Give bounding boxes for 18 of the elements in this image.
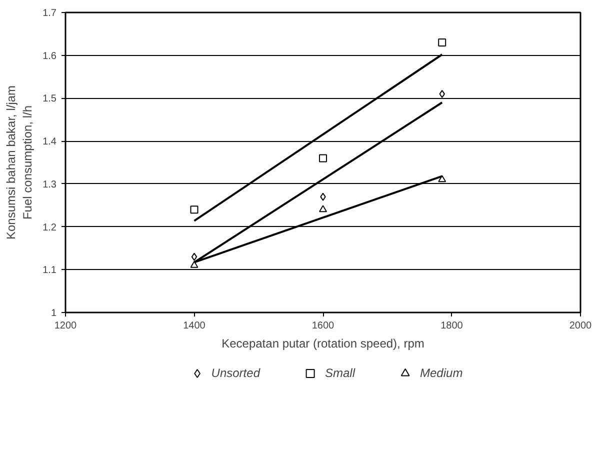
y-tick-label: 1.7 [42, 8, 57, 19]
y-tick-label: 1 [50, 308, 57, 319]
x-tick-label: 2000 [569, 320, 592, 332]
y-tick-label: 1.1 [42, 265, 57, 276]
y-tick-label: 1.3 [42, 179, 57, 190]
y-tick-label: 1.6 [42, 50, 57, 62]
x-tick-label: 1200 [54, 320, 78, 332]
x-axis-title: Kecepatan putar (rotation speed), rpm [222, 336, 424, 350]
y-tick-label: 1.2 [42, 222, 57, 234]
x-tick-label: 1600 [312, 320, 335, 332]
y-tick-label: 1.4 [42, 136, 57, 148]
legend-label: Unsorted [211, 366, 260, 380]
legend-label: Small [325, 366, 356, 380]
y-axis-title: Konsumsi bahan bakar, l/jam Fuel consumption, l/h [4, 85, 35, 240]
legend-label: Medium [420, 366, 463, 380]
y-tick-label: 1.5 [42, 94, 57, 105]
x-tick-label: 1800 [440, 320, 464, 332]
x-tick-label: 1400 [183, 320, 206, 332]
